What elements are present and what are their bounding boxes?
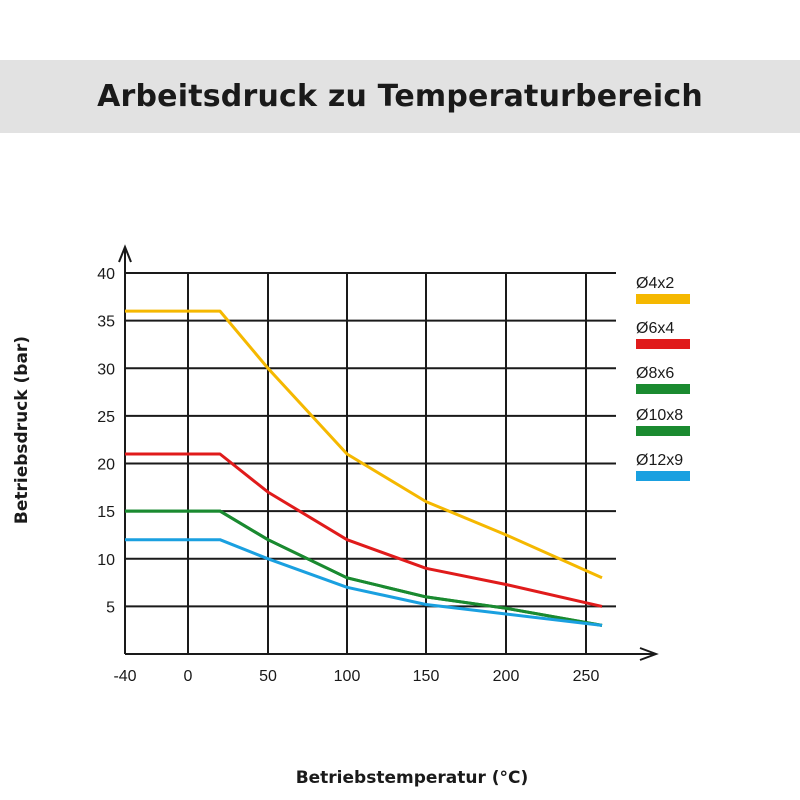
y-tick-label: 30 — [97, 361, 115, 378]
tick-labels: 5 10 15 20 25 30 35 40 -40 0 50 100 150 200 250 — [97, 266, 599, 685]
x-axis-arrow — [639, 647, 659, 661]
x-tick-label: 50 — [259, 668, 277, 685]
series-line — [125, 509, 603, 627]
legend-swatch — [636, 294, 690, 304]
legend-swatch — [636, 426, 690, 436]
y-tick-label: 20 — [97, 457, 115, 474]
series-line — [125, 309, 603, 580]
axes — [118, 244, 659, 661]
x-tick-label: 0 — [184, 668, 193, 685]
y-tick-label: 5 — [106, 599, 115, 616]
legend-label: Ø12x9 — [636, 452, 683, 469]
x-tick-label: 200 — [493, 668, 520, 685]
legend-label: Ø8x6 — [636, 365, 674, 382]
title-bar: Arbeitsdruck zu Temperaturbereich — [0, 60, 800, 133]
x-tick-label: 150 — [413, 668, 440, 685]
grid — [125, 272, 616, 654]
y-tick-label: 40 — [97, 266, 115, 283]
legend-swatch — [636, 471, 690, 481]
x-tick-label: 100 — [334, 668, 361, 685]
series-lines — [125, 309, 603, 627]
series-line — [125, 538, 603, 627]
legend-label: Ø10x8 — [636, 407, 683, 424]
y-tick-label: 25 — [97, 409, 115, 426]
chart-title: Arbeitsdruck zu Temperaturbereich — [97, 79, 703, 114]
legend-swatch — [636, 339, 690, 349]
legend: Ø4x2 Ø6x4 Ø8x6 Ø10x8 Ø12x9 — [636, 275, 690, 481]
legend-label: Ø4x2 — [636, 275, 674, 292]
y-axis-arrow — [118, 244, 132, 263]
x-tick-label: 250 — [573, 668, 600, 685]
series-line — [125, 509, 603, 627]
x-axis-label: Betriebstemperatur (°C) — [295, 768, 529, 788]
y-tick-label: 35 — [97, 314, 115, 331]
y-tick-label: 10 — [97, 552, 115, 569]
y-tick-label: 15 — [97, 504, 115, 521]
legend-label: Ø6x4 — [636, 320, 674, 337]
legend-swatch — [636, 384, 690, 394]
series-line — [125, 452, 603, 608]
x-tick-label: -40 — [113, 668, 136, 685]
